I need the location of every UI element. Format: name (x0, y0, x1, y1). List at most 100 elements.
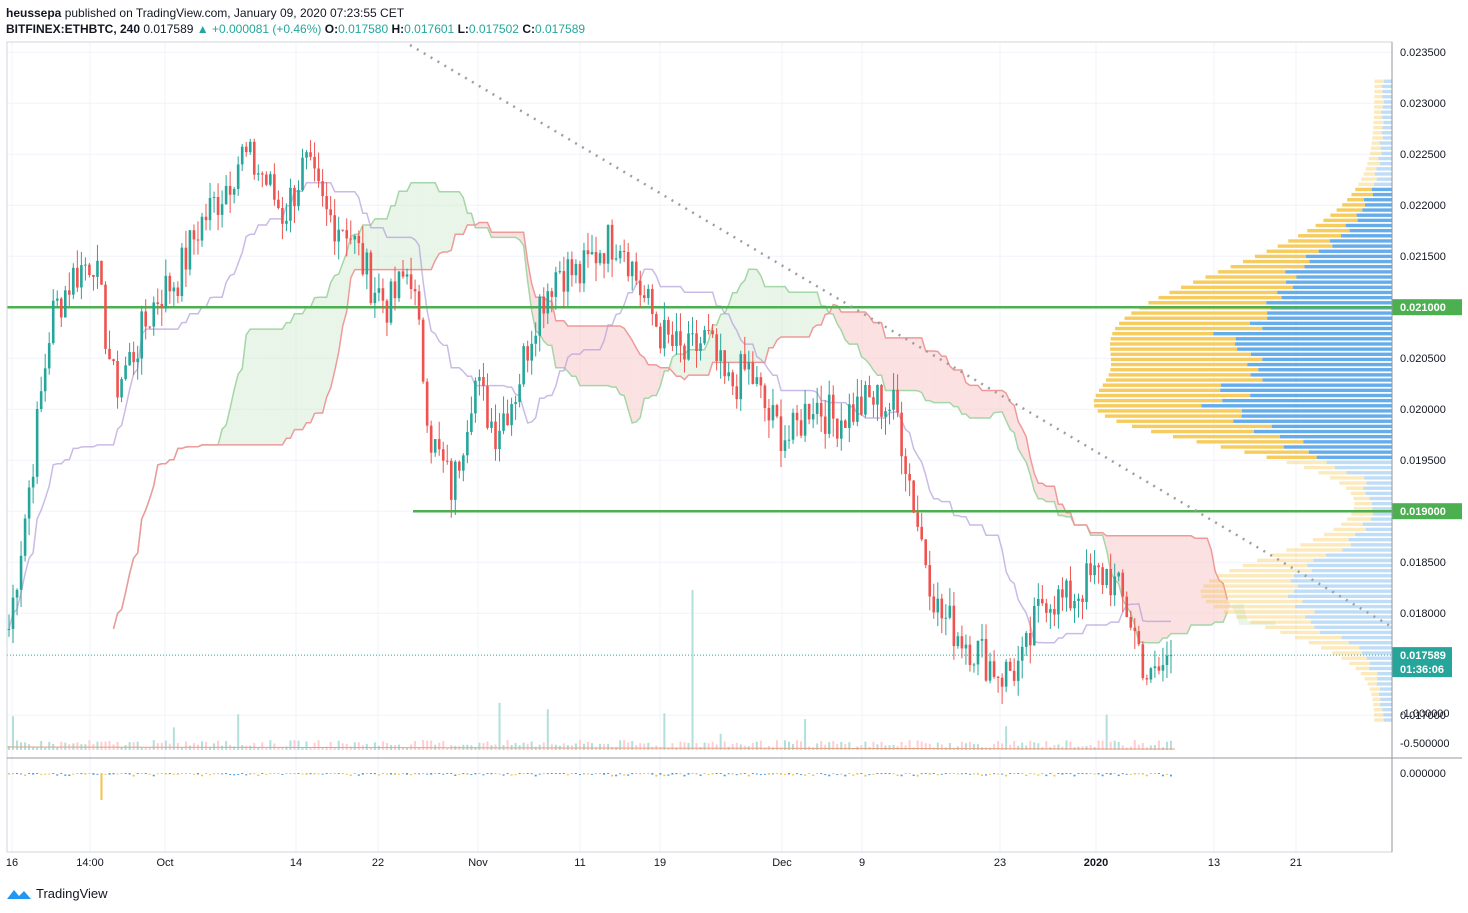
symbol-label[interactable]: BITFINEX:ETHBTC, 240 (6, 22, 141, 36)
candle-body (401, 271, 405, 277)
volume-bar (20, 742, 23, 750)
high-label: H: (391, 22, 405, 36)
candle-body (1008, 661, 1012, 671)
volume-bar (595, 747, 598, 750)
indicator-bar (603, 773, 606, 775)
indicator-bar (956, 773, 959, 775)
time-axis[interactable]: 16 14:00 Oct 14 22 Nov 11 19 Dec 9 23 2020 13 21 (6, 857, 1302, 869)
volume-bar (627, 742, 630, 750)
indicator-bar (144, 773, 147, 774)
volume-bar (506, 740, 509, 750)
cloud-segment (760, 275, 765, 363)
vp-bar-buy (1309, 259, 1392, 264)
cloud-segment (644, 357, 649, 399)
candle-body (912, 480, 915, 513)
volume-bar (880, 741, 883, 750)
candle-body (305, 152, 308, 158)
cloud-segment (632, 340, 637, 423)
volume-bar (498, 702, 501, 750)
candle-body (458, 461, 461, 471)
candle-body (1169, 655, 1173, 657)
indicator-bar (940, 773, 943, 775)
volume-bar (245, 746, 248, 750)
indicator-bar (325, 773, 328, 774)
indicator-bar (40, 773, 43, 775)
candles (7, 138, 1173, 704)
indicator-bar (578, 774, 581, 776)
vp-bar-sell (1288, 239, 1330, 243)
last-price: 0.017589 (143, 22, 194, 36)
indicator-bar (128, 773, 131, 775)
volume-bar (237, 714, 240, 750)
candle-body (357, 235, 361, 244)
vp-bar-sell (1363, 172, 1375, 176)
tradingview-logo[interactable]: TradingView (6, 886, 108, 901)
cloud-segment (897, 337, 902, 391)
cloud-segment (764, 286, 769, 363)
indicator-bar (1001, 773, 1004, 775)
candle-body (747, 362, 751, 370)
candle-body (976, 640, 980, 665)
volume-bar (88, 740, 91, 750)
volume-bar (1009, 744, 1012, 750)
cloud-segment (1022, 428, 1027, 463)
vp-bar-buy (1247, 362, 1392, 367)
vp-bar-sell (1110, 368, 1259, 372)
vp-bar-sell (1369, 687, 1381, 691)
vp-bar-buy (1369, 666, 1392, 671)
indicator-bar (1137, 773, 1140, 775)
volume-bar (828, 742, 831, 750)
indicator-bar (450, 773, 453, 774)
author-name[interactable]: heussepa (6, 6, 62, 20)
time-tick-label: 23 (994, 857, 1006, 869)
indicator-bar (518, 773, 521, 775)
volume-bar (848, 742, 851, 750)
volume-bar (482, 743, 485, 750)
vp-bar-buy (1262, 326, 1392, 331)
candle-body (51, 300, 55, 344)
volume-bar (816, 743, 819, 750)
candle-body (578, 263, 582, 284)
vp-bar-sell (1350, 491, 1366, 496)
indicator-bar (759, 774, 762, 776)
horizontal-levels[interactable]: 0.021000 0.019000 0.017589 01:36:06 (7, 299, 1462, 678)
cloud-segment (624, 328, 629, 410)
candle-body (421, 319, 425, 382)
candle-body (377, 288, 381, 293)
vp-bar-sell (1355, 187, 1372, 192)
price-axis[interactable]: 0.023500 0.023000 0.022500 0.022000 0.021500… (1400, 47, 1446, 722)
cloud-segment (1042, 483, 1047, 502)
candle-body (667, 319, 670, 335)
candle-body (273, 174, 276, 200)
low-value: 0.017502 (468, 22, 519, 36)
cloud-segment (604, 326, 609, 386)
indicator-bar (301, 773, 304, 775)
vp-bar-sell (1169, 290, 1278, 295)
volume-bar (1109, 741, 1112, 750)
indicator-bar (112, 773, 115, 775)
time-tick-label: Dec (772, 857, 792, 869)
volume-bar (876, 744, 879, 750)
indicator-bar (538, 773, 541, 775)
indicator-bar (735, 774, 738, 776)
vp-bar-sell (1104, 414, 1242, 418)
cloud-segment (949, 365, 954, 407)
vp-bar-sell (1223, 610, 1315, 614)
candle-body (550, 291, 554, 297)
volume-bar (56, 746, 59, 750)
vp-bar-sell (1106, 378, 1263, 382)
candle-body (265, 174, 268, 185)
chart-header: heussepa published on TradingView.com, J… (6, 5, 585, 37)
candle-body (562, 271, 566, 292)
candle-body (1053, 609, 1056, 615)
cloud-segment (1263, 621, 1268, 625)
indicator-bar (120, 773, 123, 774)
vp-bar-buy (1359, 646, 1392, 650)
indicator-bar (36, 773, 39, 774)
vp-bar-buy (1250, 393, 1392, 398)
candle-body (27, 487, 31, 519)
time-tick-label: 11 (574, 857, 585, 869)
vp-bar-buy (1377, 677, 1392, 681)
candle-body (437, 439, 441, 450)
